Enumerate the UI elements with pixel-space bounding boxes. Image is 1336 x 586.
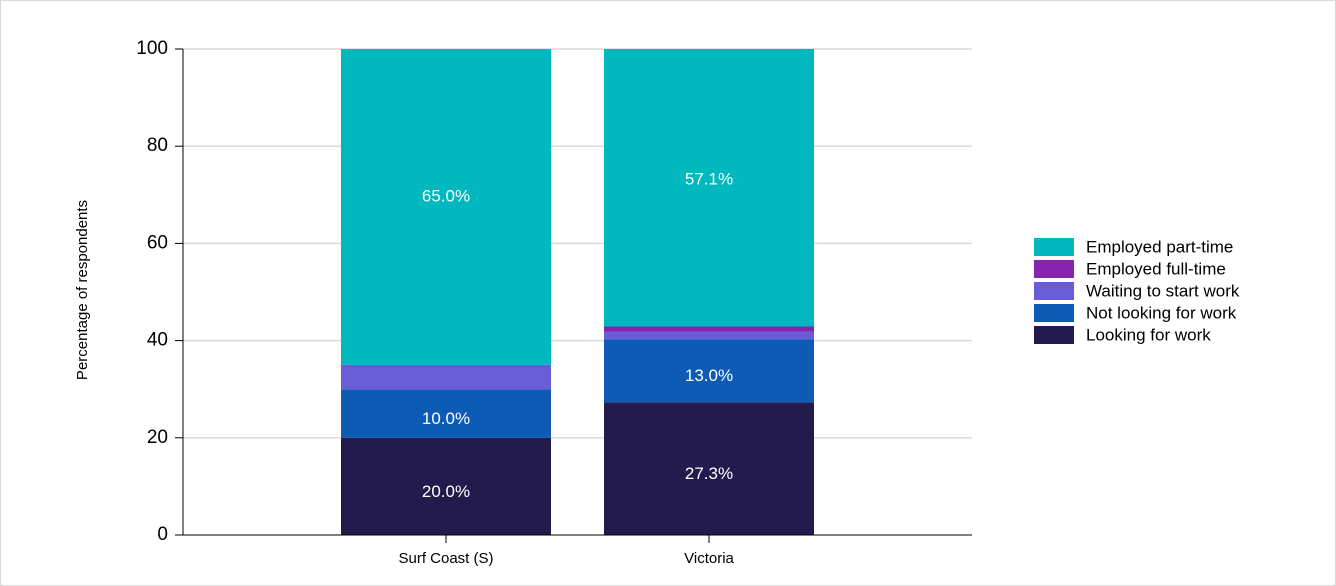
data-label: 20.0%	[422, 482, 470, 501]
bar-segment	[604, 339, 814, 403]
legend-swatch	[1034, 326, 1074, 344]
data-label: 65.0%	[422, 187, 470, 206]
legend-swatch	[1034, 238, 1074, 256]
legend-label: Waiting to start work	[1086, 281, 1240, 300]
y-tick-label: 20	[147, 427, 168, 448]
legend-swatch	[1034, 260, 1074, 278]
data-label: 13.0%	[685, 366, 733, 385]
x-tick-label: Victoria	[684, 550, 734, 567]
data-label: 27.3%	[685, 464, 733, 483]
bar-segment	[341, 389, 551, 438]
y-tick-label: 100	[136, 38, 168, 59]
legend-label: Employed full-time	[1086, 259, 1226, 278]
y-axis-label: Percentage of respondents	[74, 200, 91, 380]
bar-segment	[604, 331, 814, 340]
bar-segment	[604, 402, 814, 535]
legend-label: Not looking for work	[1086, 303, 1237, 322]
bar-segment	[604, 49, 814, 327]
y-tick-label: 80	[147, 135, 168, 156]
legend-label: Looking for work	[1086, 325, 1211, 344]
bar-segment	[341, 437, 551, 535]
y-tick-label: 0	[157, 524, 168, 545]
legend-label: Employed part-time	[1086, 237, 1233, 256]
x-tick-label: Surf Coast (S)	[398, 550, 493, 567]
bar-segment	[341, 364, 551, 390]
data-label: 10.0%	[422, 409, 470, 428]
y-tick-label: 40	[147, 330, 168, 351]
bar-segment	[604, 326, 814, 332]
legend-swatch	[1034, 282, 1074, 300]
bar-segment	[341, 49, 551, 365]
legend-swatch	[1034, 304, 1074, 322]
y-tick-label: 60	[147, 232, 168, 253]
data-label: 57.1%	[685, 169, 733, 188]
